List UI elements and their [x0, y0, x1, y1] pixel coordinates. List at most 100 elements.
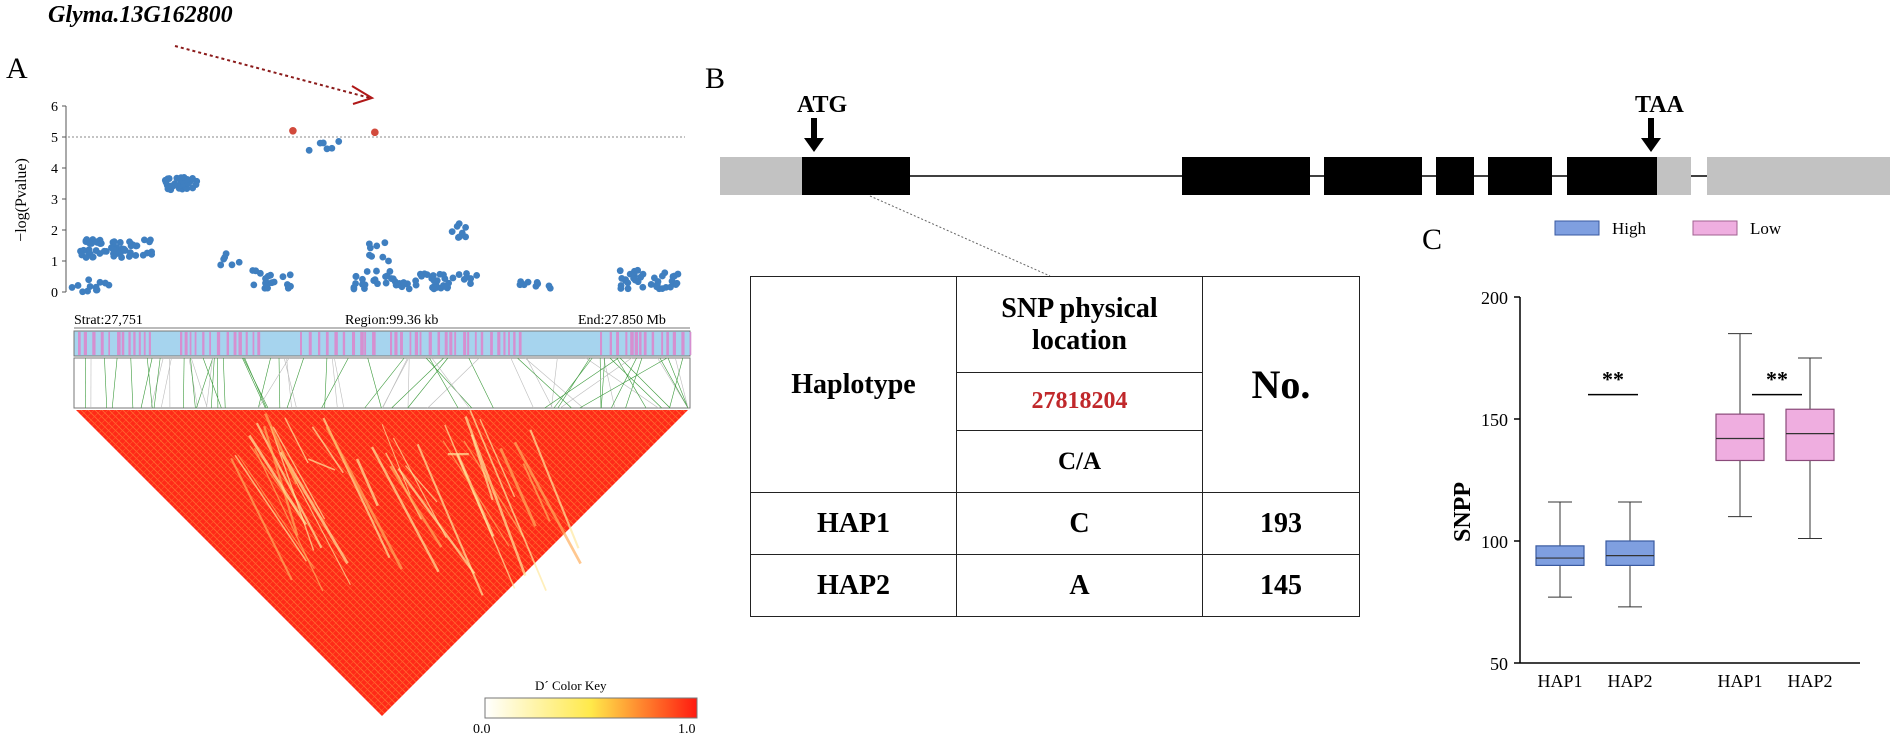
scatter-point	[374, 280, 381, 288]
connector-line	[600, 357, 606, 409]
exon-5	[1488, 157, 1552, 195]
snp-stripe	[364, 332, 367, 355]
connector-line	[190, 357, 196, 409]
header-snp-location: SNP physical location	[956, 276, 1203, 373]
scatter-point	[352, 280, 359, 287]
ld-streak	[469, 409, 547, 591]
panel-b-letter: B	[705, 62, 726, 95]
scatter-point	[192, 181, 200, 188]
snp-connector-box	[73, 357, 691, 409]
box-body	[1535, 545, 1585, 567]
snp-stripe	[497, 332, 501, 355]
scatter-point	[146, 238, 153, 246]
utr-3prime-a	[1657, 157, 1691, 195]
connector-line	[206, 357, 213, 409]
scatter-point	[373, 242, 381, 250]
snp-stripe	[643, 332, 647, 355]
boxplot-ytick-label: 200	[1481, 288, 1508, 308]
snp-stripe	[245, 332, 248, 355]
snp-stripe	[409, 332, 412, 355]
snp-stripe	[661, 332, 664, 355]
scatter-point	[183, 176, 191, 183]
connector-line	[468, 357, 494, 409]
snp-stripe	[209, 332, 212, 355]
ytick-label: 1	[51, 255, 58, 270]
scatter-point	[359, 275, 366, 283]
connector-line	[130, 357, 134, 409]
ytick-label: 4	[51, 162, 58, 177]
scatter-point	[361, 281, 369, 289]
box-body	[1605, 540, 1655, 566]
ld-streak	[264, 413, 298, 485]
row-hap: HAP2	[750, 554, 957, 617]
ld-streak	[529, 429, 580, 549]
snp-stripe	[238, 332, 242, 355]
snp-stripe	[639, 332, 642, 355]
scatter-point	[669, 273, 677, 280]
ytick-label: 3	[51, 193, 58, 208]
row-count: 193	[1202, 492, 1360, 555]
snp-stripe	[121, 332, 125, 355]
header-snp-line2: location	[1032, 324, 1127, 356]
connector-line	[183, 357, 185, 409]
snp-stripe	[400, 332, 403, 355]
scatter-point	[85, 239, 93, 247]
box-body	[1785, 408, 1835, 462]
connector-line	[544, 357, 619, 409]
scatter-point	[110, 246, 118, 254]
scatter-point	[436, 270, 444, 278]
scatter-point	[126, 238, 133, 246]
snp-stripe	[518, 332, 522, 355]
scatter-point	[533, 278, 541, 286]
scatter-point	[639, 283, 647, 291]
scatter-point	[667, 283, 674, 291]
scatter-point	[467, 280, 474, 287]
scatter-point	[319, 139, 327, 147]
connector-line	[286, 357, 304, 409]
connector-line	[104, 357, 108, 409]
scatter-point	[126, 249, 134, 257]
ld-streak	[234, 454, 307, 562]
scatter-point	[449, 274, 457, 282]
connector-line	[258, 357, 290, 409]
box-x-label: HAP1	[1717, 671, 1762, 691]
sig-label-1: **	[1602, 367, 1624, 392]
snp-stripe	[490, 332, 493, 355]
exon-3	[1324, 157, 1422, 195]
snp-stripe	[480, 332, 484, 355]
legend-high-swatch	[1554, 220, 1600, 236]
snp-stripe	[600, 332, 603, 355]
scatter-point	[458, 229, 466, 237]
ld-streak	[479, 418, 516, 498]
ld-streak	[284, 417, 309, 464]
scatter-point	[618, 275, 626, 282]
legend-high-label: High	[1612, 219, 1647, 238]
connector-line	[382, 357, 408, 409]
snp-stripe	[83, 332, 87, 355]
scatter-point	[366, 244, 374, 252]
connector-line	[321, 357, 349, 409]
scatter-point	[93, 286, 101, 294]
row-allele: A	[956, 554, 1203, 617]
connector-line	[425, 357, 473, 409]
connector-line	[367, 357, 382, 409]
ld-streak	[355, 458, 379, 507]
scatter-point	[467, 275, 475, 282]
snp-stripe	[503, 332, 506, 355]
ld-streak	[464, 416, 527, 577]
snp-stripe	[216, 332, 221, 355]
scatter-point	[379, 253, 387, 261]
scatter-point	[517, 278, 525, 285]
connector-line	[431, 357, 470, 409]
snp-stripe	[351, 332, 356, 355]
connector-line	[283, 357, 297, 409]
ld-streak	[248, 434, 307, 526]
connector-line	[526, 357, 553, 409]
scatter-point	[383, 272, 391, 280]
region-end-label: End:27.850 Mb	[578, 313, 666, 328]
scatter-point	[132, 252, 140, 259]
ld-streak	[405, 465, 438, 503]
color-key-bar	[484, 697, 698, 719]
connector-line	[667, 357, 689, 409]
ytick-label: 0	[51, 286, 58, 301]
